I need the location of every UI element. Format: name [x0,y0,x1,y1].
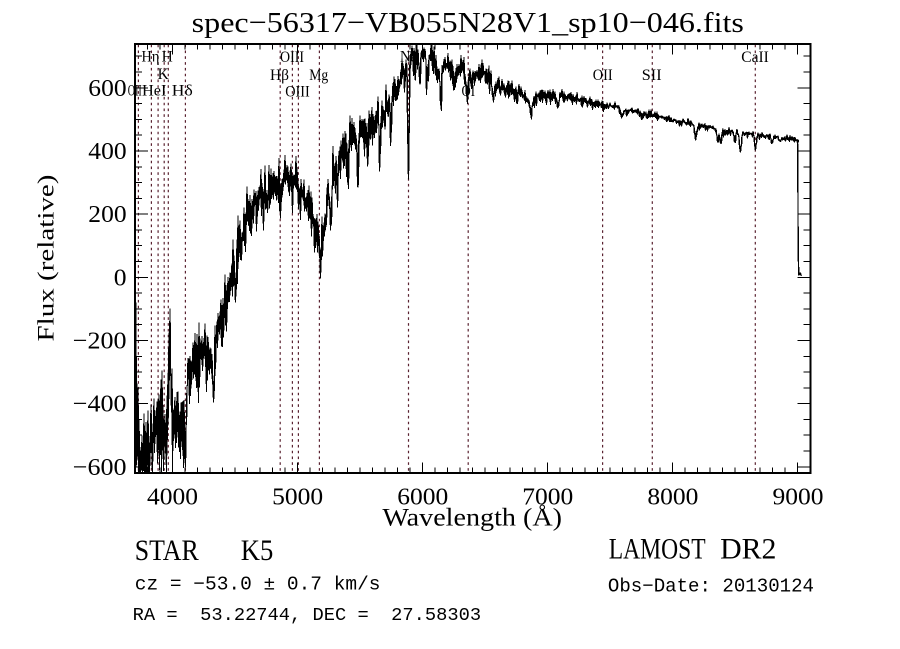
svg-text:200: 200 [88,201,126,228]
svg-text:Flux (relative): Flux (relative) [34,175,59,342]
svg-text:OIII: OIII [285,84,310,101]
svg-text:Hη: Hη [142,49,160,66]
svg-text:600: 600 [88,75,126,102]
svg-text:DR2: DR2 [720,534,776,566]
svg-text:8000: 8000 [647,483,698,510]
svg-text:H: H [162,49,174,66]
svg-text:7000: 7000 [522,483,573,510]
svg-text:Hβ: Hβ [270,67,289,84]
svg-text:5000: 5000 [272,483,323,510]
svg-text:OIII: OIII [280,49,304,66]
svg-text:K5: K5 [241,535,273,567]
svg-text:STAR: STAR [135,535,199,567]
svg-text:Mg: Mg [309,67,328,84]
svg-text:cz = −53.0 ± 0.7 km/s: cz = −53.0 ± 0.7 km/s [135,574,381,596]
svg-text:OII: OII [593,67,613,84]
svg-text:Wavelength (Å): Wavelength (Å) [382,505,562,532]
svg-text:4000: 4000 [147,483,198,510]
svg-text:K: K [158,66,170,83]
svg-text:−200: −200 [73,328,127,355]
svg-text:CaII: CaII [741,49,769,66]
svg-text:spec−56317−VB055N28V1_sp10−046: spec−56317−VB055N28V1_sp10−046.fits [192,7,744,39]
svg-text:9000: 9000 [772,483,823,510]
svg-text:−400: −400 [73,391,127,418]
svg-text:6000: 6000 [397,483,448,510]
svg-text:OI: OI [462,83,476,100]
svg-text:OII: OII [128,82,142,99]
svg-text:Obs−Date: 20130124: Obs−Date: 20130124 [608,576,814,598]
svg-text:LAMOST: LAMOST [609,534,706,566]
svg-text:−600: −600 [73,454,127,481]
svg-text:RA = 53.22744, DEC = 27.5830: RA = 53.22744, DEC = 27.58303 [133,604,481,626]
svg-text:400: 400 [88,138,126,165]
svg-text:Hδ: Hδ [172,82,193,99]
svg-text:0: 0 [114,264,127,291]
svg-text:SII: SII [642,67,662,84]
svg-text:HeI: HeI [142,82,166,99]
